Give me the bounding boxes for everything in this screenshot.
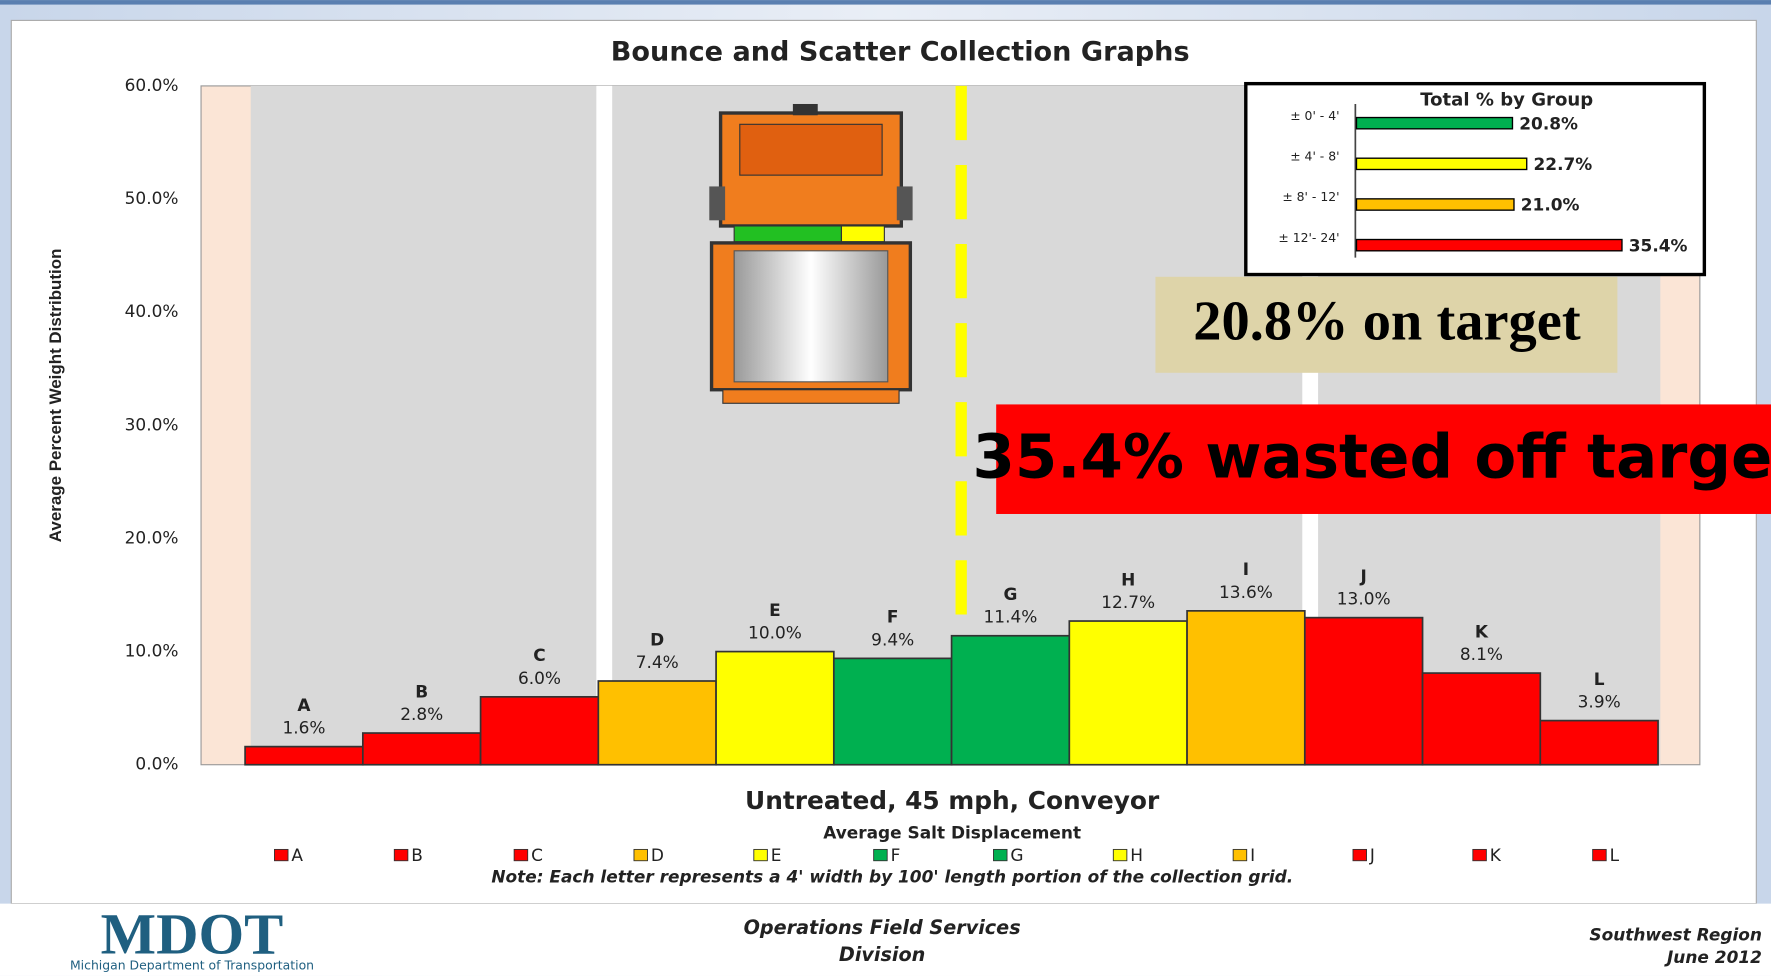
x-axis-label: Untreated, 45 mph, Conveyor xyxy=(745,786,1160,815)
logo-subtitle: Michigan Department of Transportation xyxy=(70,957,314,972)
value-label: 1.6% xyxy=(282,718,325,738)
value-label: 7.4% xyxy=(636,652,679,672)
inset-bar xyxy=(1356,158,1526,169)
legend-swatch xyxy=(754,849,768,860)
inset-bar xyxy=(1356,240,1621,251)
value-label: 8.1% xyxy=(1460,644,1503,664)
value-label: 3.9% xyxy=(1578,692,1621,712)
y-axis-label: Average Percent Weight Distribution xyxy=(46,249,65,543)
y-tick-label: 60.0% xyxy=(125,75,179,95)
legend-swatch xyxy=(514,849,528,860)
value-label: 6.0% xyxy=(518,668,561,688)
footer-center: Operations Field Services xyxy=(744,916,1021,939)
chart-title: Bounce and Scatter Collection Graphs xyxy=(611,37,1190,68)
y-tick-label: 50.0% xyxy=(125,188,179,208)
bar-category-label: B xyxy=(415,681,428,701)
bar-category-label: D xyxy=(650,629,664,649)
inset-bar xyxy=(1356,118,1512,129)
bar-category-label: H xyxy=(1121,569,1135,589)
legend-label: B xyxy=(411,845,423,865)
legend-label: E xyxy=(771,845,782,865)
bar xyxy=(1423,673,1541,765)
legend-swatch xyxy=(874,849,888,860)
legend-label: A xyxy=(291,845,303,865)
legend-label: G xyxy=(1010,845,1023,865)
legend-swatch xyxy=(1593,849,1607,860)
bar xyxy=(1305,618,1423,765)
legend-swatch xyxy=(274,849,288,860)
bar xyxy=(598,681,716,765)
bar xyxy=(1069,621,1187,765)
inset-category-label: ± 4' - 8' xyxy=(1290,149,1339,164)
bar-category-label: F xyxy=(887,607,899,627)
slide: Bounce and Scatter Collection Graphs Ave… xyxy=(0,0,1771,976)
value-label: 10.0% xyxy=(748,623,802,643)
bar-category-label: J xyxy=(1360,566,1367,586)
legend-label: C xyxy=(531,845,543,865)
bar xyxy=(1187,611,1305,765)
truck-illustration xyxy=(709,104,912,403)
inset-value-label: 22.7% xyxy=(1534,154,1593,174)
annotation: 35.4% wasted off target xyxy=(972,421,1771,492)
inset-bar xyxy=(1356,199,1513,210)
top-bar xyxy=(0,0,1771,5)
value-label: 13.6% xyxy=(1219,582,1273,602)
value-label: 12.7% xyxy=(1101,592,1155,612)
bar-category-label: G xyxy=(1003,584,1017,604)
value-label: 9.4% xyxy=(871,629,914,649)
legend-swatch xyxy=(1113,849,1127,860)
bar-category-label: I xyxy=(1243,559,1249,579)
bar xyxy=(834,658,952,764)
value-label: 11.4% xyxy=(984,607,1038,627)
bar xyxy=(363,733,481,765)
y-tick-label: 10.0% xyxy=(125,641,179,661)
legend-swatch xyxy=(394,849,408,860)
footer-right: June 2012 xyxy=(1664,947,1762,967)
bar xyxy=(716,652,834,765)
bar xyxy=(952,636,1070,765)
y-tick-label: 20.0% xyxy=(125,527,179,547)
legend-label: F xyxy=(891,845,901,865)
legend-label: K xyxy=(1490,845,1502,865)
bar-category-label: L xyxy=(1594,669,1605,689)
legend-label: I xyxy=(1250,845,1255,865)
legend-swatch xyxy=(993,849,1007,860)
bar-category-label: C xyxy=(533,645,545,665)
lane-line xyxy=(596,86,612,765)
value-label: 2.8% xyxy=(400,704,443,724)
legend-label: H xyxy=(1130,845,1143,865)
inset-title: Total % by Group xyxy=(1420,90,1593,111)
inset-category-label: ± 0' - 4' xyxy=(1290,108,1339,123)
y-tick-label: 30.0% xyxy=(125,414,179,434)
footer-center: Division xyxy=(839,943,925,966)
bar-category-label: A xyxy=(297,695,311,715)
legend-swatch xyxy=(1473,849,1487,860)
annotation: 20.8% on target xyxy=(1193,290,1581,352)
bar xyxy=(481,697,599,765)
bar-category-label: E xyxy=(769,600,781,620)
inset-value-label: 20.8% xyxy=(1519,113,1578,133)
bar xyxy=(1540,721,1658,765)
legend-label: D xyxy=(651,845,664,865)
inset-category-label: ± 12'- 24' xyxy=(1278,230,1339,245)
legend-label: J xyxy=(1369,845,1375,865)
legend-swatch xyxy=(1353,849,1367,860)
note: Note: Each letter represents a 4' width … xyxy=(491,867,1293,887)
bar-category-label: K xyxy=(1475,621,1489,641)
y-tick-label: 0.0% xyxy=(135,754,178,774)
y-tick-label: 40.0% xyxy=(125,301,179,321)
value-label: 13.0% xyxy=(1337,589,1391,609)
legend-swatch xyxy=(634,849,648,860)
legend-swatch xyxy=(1233,849,1247,860)
inset-category-label: ± 8' - 12' xyxy=(1282,189,1339,204)
inset-value-label: 35.4% xyxy=(1629,235,1688,255)
footer-right: Southwest Region xyxy=(1589,924,1762,944)
x-axis-sublabel: Average Salt Displacement xyxy=(823,823,1081,843)
bar xyxy=(245,747,363,765)
legend-label: L xyxy=(1610,845,1620,865)
inset-value-label: 21.0% xyxy=(1521,195,1580,215)
